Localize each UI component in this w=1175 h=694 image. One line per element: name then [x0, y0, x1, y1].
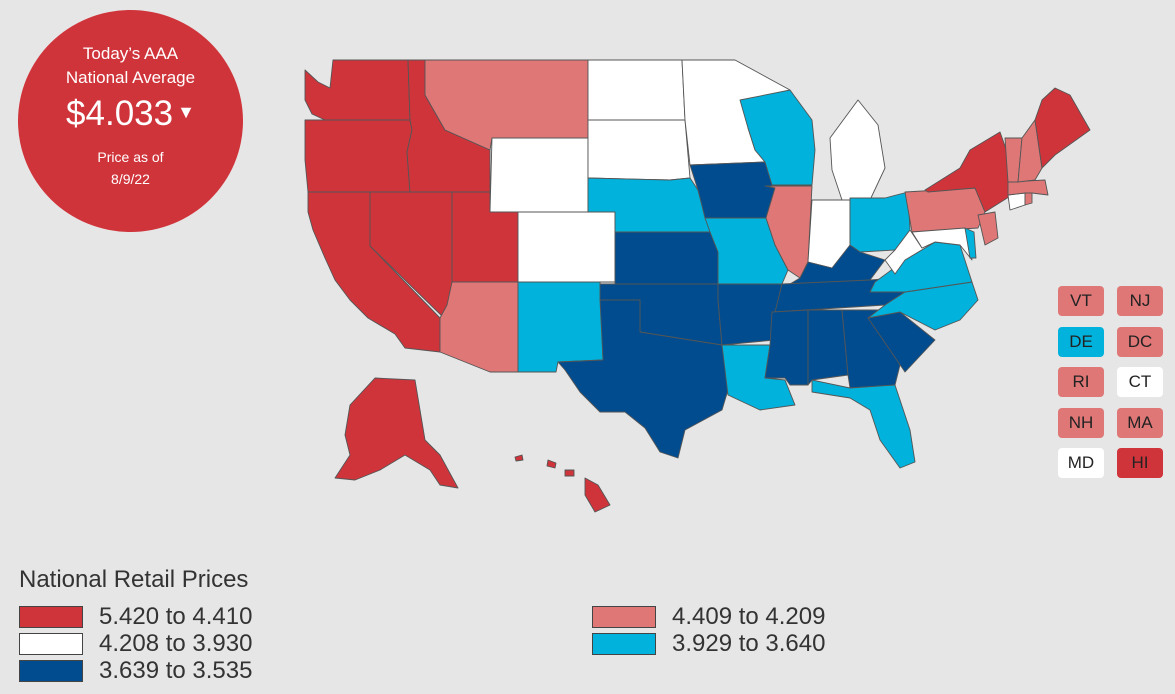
state-button-nh[interactable]: NH: [1058, 407, 1104, 438]
legend-swatch: [592, 633, 656, 655]
state-button-nj[interactable]: NJ: [1117, 286, 1163, 316]
state-or[interactable]: [304, 119, 413, 193]
state-ia[interactable]: [689, 161, 776, 219]
legend-label: 3.639 to 3.535: [99, 657, 253, 684]
state-nh[interactable]: [1017, 119, 1043, 183]
state-button-ct[interactable]: CT: [1117, 367, 1163, 397]
state-il[interactable]: [764, 185, 813, 279]
state-button-de[interactable]: DE: [1058, 326, 1104, 357]
state-hi-island[interactable]: [514, 454, 524, 462]
state-ct[interactable]: [1007, 192, 1026, 211]
legend-label: 5.420 to 4.410: [99, 603, 253, 630]
state-tx[interactable]: [557, 299, 729, 459]
caret-down-icon[interactable]: ▼: [177, 101, 195, 122]
legend-swatch: [19, 660, 83, 682]
state-wy[interactable]: [489, 137, 589, 213]
national-average-price: $4.033 ▼: [18, 94, 243, 136]
state-al[interactable]: [807, 309, 849, 386]
state-nm[interactable]: [517, 281, 604, 373]
legend-swatch: [19, 606, 83, 628]
state-pa[interactable]: [904, 187, 986, 233]
state-hi[interactable]: [584, 477, 611, 513]
state-sd[interactable]: [587, 119, 691, 181]
state-wi[interactable]: [739, 89, 816, 186]
state-nj[interactable]: [977, 211, 999, 246]
legend-swatch: [19, 633, 83, 655]
state-button-vt[interactable]: VT: [1058, 286, 1104, 316]
legend-title: National Retail Prices: [19, 566, 249, 593]
state-de[interactable]: [964, 227, 977, 259]
state-button-hi[interactable]: HI: [1117, 448, 1163, 478]
state-button-dc[interactable]: DC: [1117, 326, 1163, 357]
state-hi-island[interactable]: [546, 459, 557, 469]
badge-heading: Today’s AAA National Average: [65, 44, 196, 87]
legend-label: 3.929 to 3.640: [672, 630, 826, 657]
state-fl[interactable]: [811, 379, 916, 469]
state-ri[interactable]: [1024, 192, 1033, 206]
national-average-badge[interactable]: Today’s AAA National Average $4.033 ▼ Pri…: [18, 10, 243, 232]
state-co[interactable]: [517, 211, 616, 283]
state-ks[interactable]: [614, 231, 719, 285]
price-date: Price as of 8/9/22: [97, 149, 164, 187]
state-button-ma[interactable]: MA: [1117, 407, 1163, 438]
state-ms[interactable]: [764, 309, 809, 386]
state-button-md[interactable]: MD: [1058, 448, 1104, 478]
legend-label: 4.409 to 4.209: [672, 603, 826, 630]
state-az[interactable]: [439, 281, 519, 373]
legend-swatch: [592, 606, 656, 628]
state-wa[interactable]: [304, 59, 411, 121]
state-button-ri[interactable]: RI: [1058, 367, 1104, 397]
state-ma[interactable]: [1007, 179, 1049, 196]
state-ca[interactable]: [307, 191, 441, 353]
state-hi-island[interactable]: [564, 469, 575, 477]
state-nd[interactable]: [587, 59, 686, 121]
state-me[interactable]: [1034, 87, 1091, 169]
legend-label: 4.208 to 3.930: [99, 630, 253, 657]
state-ak[interactable]: [334, 377, 459, 489]
state-mi[interactable]: [829, 99, 886, 201]
